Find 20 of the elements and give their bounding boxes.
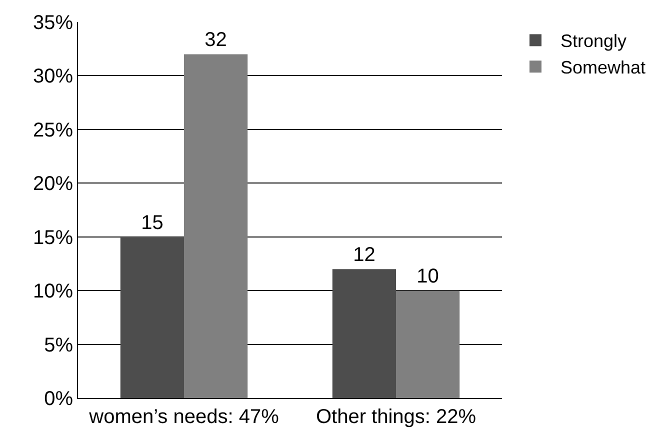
y-tick-label: 5% [44,334,74,356]
x-tick-label: women’s needs: 47% [88,406,280,428]
y-tick-label: 15% [32,226,74,249]
bar [184,54,248,398]
data-label: 15 [141,212,164,234]
y-tick-label: 10% [32,280,74,303]
legend-label: Strongly [560,31,627,52]
bar [120,236,184,398]
y-tick-label: 30% [32,66,74,88]
data-label: 12 [353,244,376,266]
y-tick-label: 25% [32,119,74,142]
bar [332,269,396,398]
data-label: 32 [204,29,227,52]
x-tick-label: Other things: 22% [316,406,476,428]
y-tick-label: 0% [44,388,74,410]
y-tick-label: 20% [32,173,74,196]
bar [396,290,460,398]
y-tick-label: 35% [32,12,74,34]
data-label: 10 [416,266,439,288]
legend-label: Somewhat [560,58,646,78]
